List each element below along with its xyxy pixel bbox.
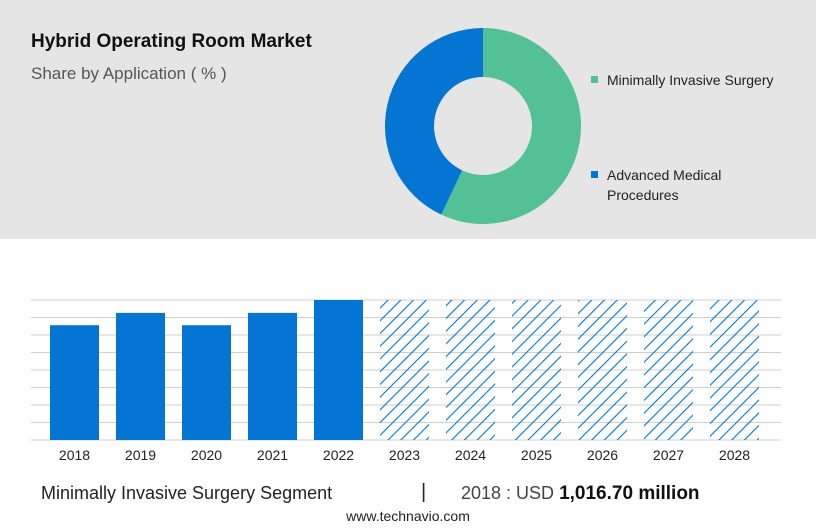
bar-2024 (446, 300, 495, 440)
bar-2020 (182, 325, 231, 440)
bar-2026 (578, 300, 627, 440)
segment-label: Minimally Invasive Surgery Segment (41, 483, 333, 503)
x-tick-2024: 2024 (455, 447, 486, 463)
x-tick-2022: 2022 (323, 447, 354, 463)
segment-year-prefix: 2018 : USD (461, 483, 555, 503)
x-tick-2023: 2023 (389, 447, 420, 463)
source-link[interactable]: www.technavio.com (346, 508, 470, 524)
donut-slice-1 (384, 27, 483, 215)
chart-title: Hybrid Operating Room Market (31, 31, 312, 52)
legend-label-advanced-medical: Advanced Medical Procedures (607, 167, 722, 203)
legend-swatch-advanced-medical (591, 171, 598, 178)
bar-2025 (512, 300, 561, 440)
segment-value-amount: 1,016.70 million (559, 483, 700, 504)
x-tick-2027: 2027 (653, 447, 684, 463)
x-tick-2019: 2019 (125, 447, 156, 463)
bar-2019 (116, 312, 165, 440)
legend-swatch-minimally-invasive (591, 76, 598, 83)
donut-slice-0 (441, 28, 581, 224)
x-tick-2020: 2020 (191, 447, 222, 463)
bar-2028 (710, 300, 759, 440)
bar-2018 (50, 325, 99, 440)
x-tick-2025: 2025 (521, 447, 552, 463)
bar-2021 (248, 312, 297, 440)
bar-2027 (644, 300, 693, 440)
legend-item-advanced-medical: Advanced Medical Procedures (591, 165, 777, 205)
x-tick-2021: 2021 (257, 447, 288, 463)
chart-subtitle: Share by Application ( % ) (31, 64, 227, 83)
segment-value: 2018 : USD 1,016.70 million (461, 483, 700, 505)
donut-chart (384, 27, 581, 224)
legend-item-minimally-invasive: Minimally Invasive Surgery (591, 70, 777, 90)
x-tick-2026: 2026 (587, 447, 618, 463)
x-tick-2018: 2018 (59, 447, 90, 463)
bar-chart: 2018 2019 2020 2021 2022 2023 2024 2025 2026 2027… (31, 299, 781, 463)
x-tick-2028: 2028 (719, 447, 750, 463)
legend-label-minimally-invasive: Minimally Invasive Surgery (607, 72, 774, 88)
footer-divider: | (421, 481, 427, 503)
bar-2022 (314, 300, 363, 440)
bar-2023 (380, 300, 429, 440)
